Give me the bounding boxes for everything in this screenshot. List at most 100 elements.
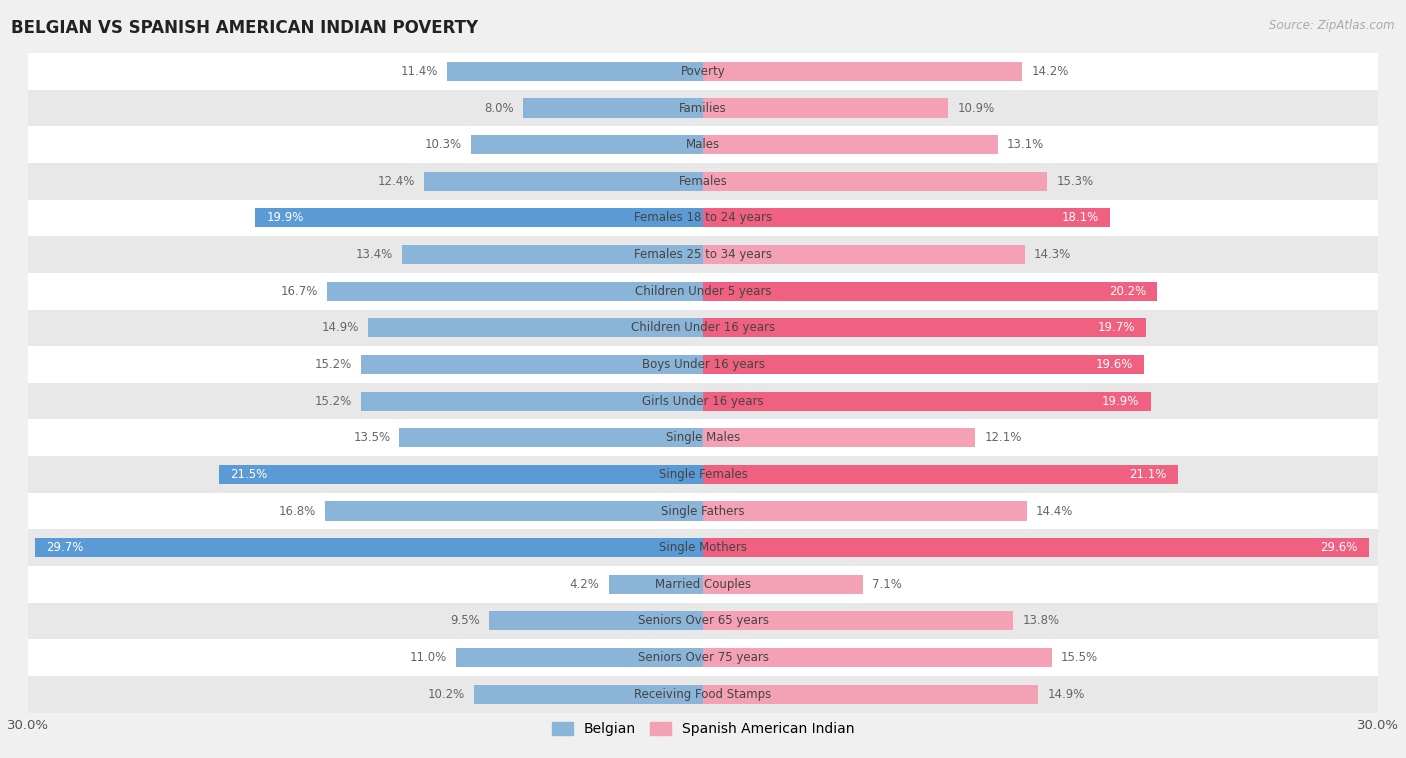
Bar: [28, 566, 1378, 603]
Bar: [28, 676, 1378, 713]
Bar: [703, 575, 863, 594]
Text: 11.0%: 11.0%: [409, 651, 447, 664]
Bar: [28, 639, 1378, 676]
Text: 7.1%: 7.1%: [872, 578, 901, 590]
Bar: [361, 392, 703, 411]
Bar: [471, 135, 703, 154]
Bar: [399, 428, 703, 447]
Bar: [703, 355, 1144, 374]
Bar: [28, 89, 1378, 127]
Text: 29.6%: 29.6%: [1320, 541, 1358, 554]
Bar: [28, 603, 1378, 639]
Text: 16.8%: 16.8%: [278, 505, 316, 518]
Bar: [219, 465, 703, 484]
Bar: [703, 208, 1111, 227]
Text: 14.3%: 14.3%: [1033, 248, 1071, 261]
Bar: [703, 465, 1178, 484]
Bar: [28, 419, 1378, 456]
Bar: [489, 612, 703, 631]
Text: 12.4%: 12.4%: [378, 175, 415, 188]
Bar: [28, 346, 1378, 383]
Text: Females 25 to 34 years: Females 25 to 34 years: [634, 248, 772, 261]
Text: 15.2%: 15.2%: [315, 358, 352, 371]
Bar: [447, 62, 703, 81]
Bar: [523, 99, 703, 117]
Text: Females: Females: [679, 175, 727, 188]
Legend: Belgian, Spanish American Indian: Belgian, Spanish American Indian: [547, 717, 859, 742]
Text: 15.3%: 15.3%: [1056, 175, 1094, 188]
Text: 13.1%: 13.1%: [1007, 138, 1043, 151]
Bar: [474, 684, 703, 703]
Text: Females 18 to 24 years: Females 18 to 24 years: [634, 211, 772, 224]
Text: 21.5%: 21.5%: [231, 468, 267, 481]
Bar: [35, 538, 703, 557]
Text: 11.4%: 11.4%: [401, 65, 437, 78]
Bar: [425, 172, 703, 191]
Bar: [28, 383, 1378, 419]
Text: Single Males: Single Males: [666, 431, 740, 444]
Text: 18.1%: 18.1%: [1062, 211, 1099, 224]
Bar: [703, 428, 976, 447]
Bar: [703, 684, 1038, 703]
Text: 14.9%: 14.9%: [322, 321, 359, 334]
Bar: [28, 493, 1378, 529]
Text: 19.9%: 19.9%: [1102, 395, 1139, 408]
Text: 8.0%: 8.0%: [485, 102, 515, 114]
Bar: [609, 575, 703, 594]
Text: 20.2%: 20.2%: [1109, 285, 1146, 298]
Text: 19.6%: 19.6%: [1095, 358, 1133, 371]
Text: Seniors Over 75 years: Seniors Over 75 years: [637, 651, 769, 664]
Text: Married Couples: Married Couples: [655, 578, 751, 590]
Bar: [28, 127, 1378, 163]
Bar: [28, 163, 1378, 199]
Text: 15.2%: 15.2%: [315, 395, 352, 408]
Text: 29.7%: 29.7%: [46, 541, 83, 554]
Text: BELGIAN VS SPANISH AMERICAN INDIAN POVERTY: BELGIAN VS SPANISH AMERICAN INDIAN POVER…: [11, 19, 478, 37]
Bar: [325, 502, 703, 521]
Text: Boys Under 16 years: Boys Under 16 years: [641, 358, 765, 371]
Text: 13.8%: 13.8%: [1022, 615, 1060, 628]
Bar: [703, 135, 998, 154]
Text: Seniors Over 65 years: Seniors Over 65 years: [637, 615, 769, 628]
Text: 13.4%: 13.4%: [356, 248, 392, 261]
Bar: [256, 208, 703, 227]
Bar: [703, 648, 1052, 667]
Bar: [703, 538, 1369, 557]
Text: 19.9%: 19.9%: [267, 211, 304, 224]
Bar: [703, 245, 1025, 264]
Bar: [28, 53, 1378, 89]
Text: 14.4%: 14.4%: [1036, 505, 1073, 518]
Text: Single Fathers: Single Fathers: [661, 505, 745, 518]
Bar: [456, 648, 703, 667]
Text: Children Under 16 years: Children Under 16 years: [631, 321, 775, 334]
Bar: [703, 392, 1150, 411]
Text: Source: ZipAtlas.com: Source: ZipAtlas.com: [1270, 19, 1395, 32]
Text: Girls Under 16 years: Girls Under 16 years: [643, 395, 763, 408]
Text: 10.3%: 10.3%: [425, 138, 463, 151]
Bar: [28, 309, 1378, 346]
Text: 21.1%: 21.1%: [1129, 468, 1167, 481]
Bar: [703, 282, 1157, 301]
Text: 12.1%: 12.1%: [984, 431, 1022, 444]
Text: 16.7%: 16.7%: [281, 285, 318, 298]
Bar: [703, 318, 1146, 337]
Bar: [703, 502, 1026, 521]
Text: 14.9%: 14.9%: [1047, 688, 1084, 700]
Text: 15.5%: 15.5%: [1060, 651, 1098, 664]
Bar: [28, 236, 1378, 273]
Bar: [28, 529, 1378, 566]
Bar: [28, 199, 1378, 236]
Text: 10.2%: 10.2%: [427, 688, 464, 700]
Text: Single Mothers: Single Mothers: [659, 541, 747, 554]
Text: 10.9%: 10.9%: [957, 102, 994, 114]
Bar: [28, 456, 1378, 493]
Text: 9.5%: 9.5%: [450, 615, 481, 628]
Text: 13.5%: 13.5%: [353, 431, 391, 444]
Text: Single Females: Single Females: [658, 468, 748, 481]
Bar: [703, 172, 1047, 191]
Text: Children Under 5 years: Children Under 5 years: [634, 285, 772, 298]
Bar: [368, 318, 703, 337]
Text: 14.2%: 14.2%: [1032, 65, 1069, 78]
Bar: [328, 282, 703, 301]
Text: 19.7%: 19.7%: [1098, 321, 1135, 334]
